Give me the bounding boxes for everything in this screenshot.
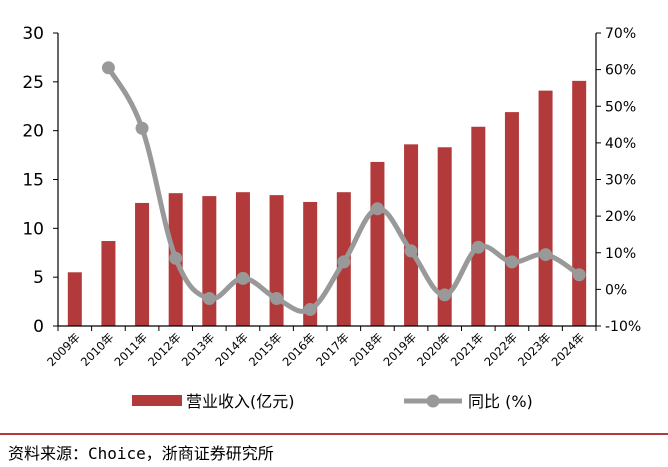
yoy-point (471, 240, 485, 254)
line-series (101, 61, 586, 317)
y-right-tick-label: 50% (605, 99, 636, 115)
y-left-tick-label: 30 (22, 24, 44, 44)
y-left-tick-label: 15 (22, 171, 44, 191)
yoy-point (202, 292, 216, 306)
x-tick-label: 2019年 (380, 330, 419, 369)
bar (67, 272, 82, 326)
bar (202, 196, 217, 326)
x-tick-label: 2015年 (246, 330, 285, 369)
x-tick-label: 2024年 (549, 330, 588, 369)
yoy-point (337, 255, 351, 269)
y-right-tick-label: 0% (605, 282, 627, 298)
yoy-point (404, 244, 418, 258)
x-tick-label: 2014年 (212, 330, 251, 369)
bar (471, 126, 486, 326)
y-left-tick-label: 20 (22, 122, 44, 142)
y-right-tick-label: 20% (605, 209, 636, 225)
bar (370, 161, 385, 326)
yoy-point (539, 248, 553, 262)
source-note: 资料来源：Choice，浙商证券研究所 (8, 444, 274, 463)
x-tick-label: 2017年 (313, 330, 352, 369)
bar (404, 144, 419, 326)
x-tick-label: 2012年 (145, 330, 184, 369)
x-tick-label: 2021年 (448, 330, 487, 369)
bar (572, 80, 587, 327)
divider (0, 433, 668, 435)
y-right-tick-label: 10% (605, 246, 636, 262)
bar (235, 192, 250, 326)
yoy-point (270, 292, 284, 306)
bar (538, 90, 553, 326)
bar (135, 202, 150, 326)
legend-label-line: 同比 (%) (468, 392, 533, 411)
x-tick-label: 2016年 (280, 330, 319, 369)
x-tick-label: 2013年 (179, 330, 218, 369)
y-right-tick-label: 70% (605, 26, 636, 42)
y-right-tick-label: 30% (605, 173, 636, 189)
yoy-point (101, 61, 115, 75)
y-right-tick-label: -10% (605, 319, 641, 335)
legend-swatch-marker (426, 394, 440, 408)
yoy-point (370, 202, 384, 216)
x-tick-label: 2020年 (414, 330, 453, 369)
bar (504, 112, 519, 326)
yoy-point (169, 251, 183, 265)
x-tick-label: 2009年 (44, 330, 83, 369)
y-left-tick-label: 25 (22, 73, 44, 93)
y-right-tick-label: 40% (605, 136, 636, 152)
x-tick-label: 2018年 (347, 330, 386, 369)
bar (437, 147, 452, 326)
yoy-point (572, 268, 586, 282)
bar (101, 241, 116, 326)
y-right-tick-label: 60% (605, 63, 636, 79)
x-tick-label: 2022年 (481, 330, 520, 369)
legend-swatch-bar (132, 395, 182, 406)
x-tick-label: 2010年 (78, 330, 117, 369)
bar (303, 201, 318, 326)
x-tick-label: 2023年 (515, 330, 554, 369)
yoy-point (236, 271, 250, 285)
x-tick-label: 2011年 (111, 330, 150, 369)
y-left-tick-label: 5 (33, 268, 44, 288)
legend: 营业收入(亿元) 同比 (%) (132, 392, 533, 411)
legend-label-bar: 营业收入(亿元) (186, 392, 295, 411)
bar (269, 195, 284, 326)
y-left-tick-label: 0 (33, 317, 44, 337)
yoy-point (135, 121, 149, 135)
y-left-tick-label: 10 (22, 219, 44, 239)
yoy-point (505, 255, 519, 269)
yoy-point (438, 288, 452, 302)
yoy-point (303, 303, 317, 317)
